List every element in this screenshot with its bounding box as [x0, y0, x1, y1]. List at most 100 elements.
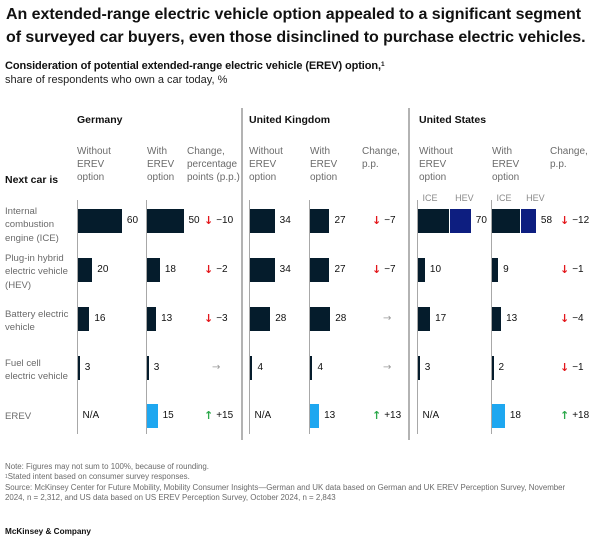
change-cell-uk-erev: ↑ +13 — [372, 409, 401, 423]
bar-us-with-erev-ice-hev — [521, 209, 536, 233]
country-divider — [408, 108, 410, 440]
value-label-germany-with-erev-fcev: 3 — [153, 362, 160, 373]
change-value-us-ice: −12 — [572, 215, 590, 226]
bar-uk-with-erev-fcev — [309, 356, 313, 380]
arrow-down-icon: ↓ — [204, 263, 214, 276]
note-text: Note: Figures may not sum to 100%, becau… — [5, 462, 209, 471]
arrow-down-icon: ↓ — [560, 361, 570, 374]
segment-label-hev: HEV — [526, 193, 545, 203]
change-value-uk-phev: −7 — [384, 264, 396, 275]
value-label-us-without-erev-fcev: 3 — [424, 362, 431, 373]
value-label-uk-with-erev-ice: 27 — [334, 215, 346, 226]
arrow-down-icon: ↓ — [560, 214, 570, 227]
arrow-right-icon: → — [383, 313, 392, 324]
arrow-right-icon: → — [383, 362, 392, 373]
change-cell-us-erev: ↑ +18 — [560, 409, 589, 423]
change-value-us-phev: −1 — [572, 264, 584, 275]
column-header-uk-change: Change, p.p. — [362, 146, 400, 170]
value-label-uk-without-erev-ice: 34 — [279, 215, 291, 226]
bar-us-without-erev-phev — [417, 258, 425, 282]
footnote-mark: 1 — [380, 61, 385, 68]
value-label-germany-without-erev-fcev: 3 — [84, 362, 91, 373]
bar-germany-with-erev-ice — [146, 209, 184, 233]
brand-logo-text: McKinsey & Company — [5, 527, 91, 536]
change-cell-germany-erev: ↑ +15 — [204, 409, 233, 423]
segment-label-hev: HEV — [455, 193, 474, 203]
source-text: Source: McKinsey Center for Future Mobil… — [5, 483, 566, 503]
arrow-down-icon: ↓ — [204, 214, 214, 227]
change-cell-us-ice: ↓ −12 — [560, 214, 589, 228]
change-cell-uk-bev: → — [383, 312, 394, 326]
arrow-up-icon: ↑ — [372, 409, 382, 422]
change-cell-germany-bev: ↓ −3 — [204, 312, 228, 326]
bar-germany-with-erev-fcev — [146, 356, 149, 380]
value-label-uk-without-erev-phev: 34 — [279, 264, 291, 275]
change-cell-uk-ice: ↓ −7 — [372, 214, 396, 228]
country-header-uk: United Kingdom — [249, 114, 331, 126]
bar-us-without-erev-ice-hev — [450, 209, 471, 233]
bar-germany-with-erev-bev — [146, 307, 157, 331]
bar-us-without-erev-ice-ice — [417, 209, 449, 233]
value-label-germany-without-erev-bev: 16 — [94, 313, 106, 324]
bar-us-with-erev-ice-ice — [491, 209, 520, 233]
value-label-us-without-erev-erev: N/A — [422, 410, 440, 421]
value-label-uk-without-erev-fcev: 4 — [257, 362, 264, 373]
change-value-us-fcev: −1 — [572, 362, 584, 373]
row-label-erev: EREV — [5, 411, 32, 423]
bar-uk-without-erev-ice — [249, 209, 275, 233]
change-cell-uk-fcev: → — [383, 361, 394, 375]
bar-uk-with-erev-bev — [309, 307, 331, 331]
value-label-us-without-erev-ice: 70 — [475, 215, 487, 226]
change-cell-germany-ice: ↓ −10 — [204, 214, 233, 228]
footnote-1-mark: 1 — [5, 474, 8, 480]
country-divider — [241, 108, 243, 440]
value-label-uk-without-erev-bev: 28 — [275, 313, 287, 324]
value-label-us-without-erev-phev: 10 — [429, 264, 442, 275]
chart-headline: An extended-range electric vehicle optio… — [6, 6, 586, 46]
country-header-us: United States — [419, 114, 487, 126]
segment-label-ice: ICE — [496, 193, 512, 203]
bar-us-without-erev-fcev — [417, 356, 420, 380]
row-label-bev: Battery electric vehicle — [5, 308, 69, 333]
value-label-us-with-erev-fcev: 2 — [498, 362, 505, 373]
bar-uk-without-erev-bev — [249, 307, 271, 331]
column-header-uk-without: Without EREV option — [249, 146, 283, 183]
arrow-down-icon: ↓ — [204, 312, 214, 325]
bar-us-with-erev-bev — [491, 307, 502, 331]
column-header-germany-with: With EREV option — [147, 146, 175, 183]
arrow-down-icon: ↓ — [372, 214, 382, 227]
value-label-us-with-erev-bev: 13 — [506, 313, 518, 324]
footnote-1: 1Stated intent based on consumer survey … — [5, 472, 190, 482]
bar-germany-without-erev-fcev — [77, 356, 80, 380]
value-label-us-without-erev-bev: 17 — [435, 313, 447, 324]
footnote-1-text: Stated intent based on consumer survey r… — [7, 472, 190, 481]
change-value-uk-erev: +13 — [384, 410, 402, 421]
row-header: Next car is — [5, 174, 59, 186]
arrow-down-icon: ↓ — [560, 263, 570, 276]
chart-subtitle: share of respondents who own a car today… — [5, 74, 228, 86]
value-label-us-with-erev-phev: 9 — [503, 264, 509, 275]
column-header-germany-without: Without EREV option — [77, 146, 111, 183]
change-cell-us-fcev: ↓ −1 — [560, 361, 584, 375]
column-header-uk-with: With EREV option — [310, 146, 338, 183]
bar-uk-with-erev-phev — [309, 258, 330, 282]
bar-uk-without-erev-phev — [249, 258, 275, 282]
change-cell-us-bev: ↓ −4 — [560, 312, 584, 326]
change-value-us-bev: −4 — [572, 313, 584, 324]
bar-us-with-erev-phev — [491, 258, 499, 282]
change-value-germany-ice: −10 — [216, 215, 234, 226]
value-label-uk-with-erev-erev: 13 — [324, 410, 336, 421]
change-value-germany-phev: −2 — [216, 264, 228, 275]
arrow-up-icon: ↑ — [560, 409, 570, 422]
country-header-germany: Germany — [77, 114, 123, 126]
change-value-us-erev: +18 — [572, 410, 590, 421]
column-header-germany-change: Change, percentage points (p.p.) — [187, 146, 240, 183]
value-label-germany-with-erev-ice: 50 — [188, 215, 200, 226]
change-value-germany-erev: +15 — [216, 410, 234, 421]
value-label-us-with-erev-erev: 18 — [509, 410, 521, 421]
arrow-right-icon: → — [212, 362, 221, 373]
value-label-us-with-erev-ice: 58 — [540, 215, 553, 226]
change-value-uk-ice: −7 — [384, 215, 396, 226]
bar-germany-without-erev-ice — [77, 209, 122, 233]
